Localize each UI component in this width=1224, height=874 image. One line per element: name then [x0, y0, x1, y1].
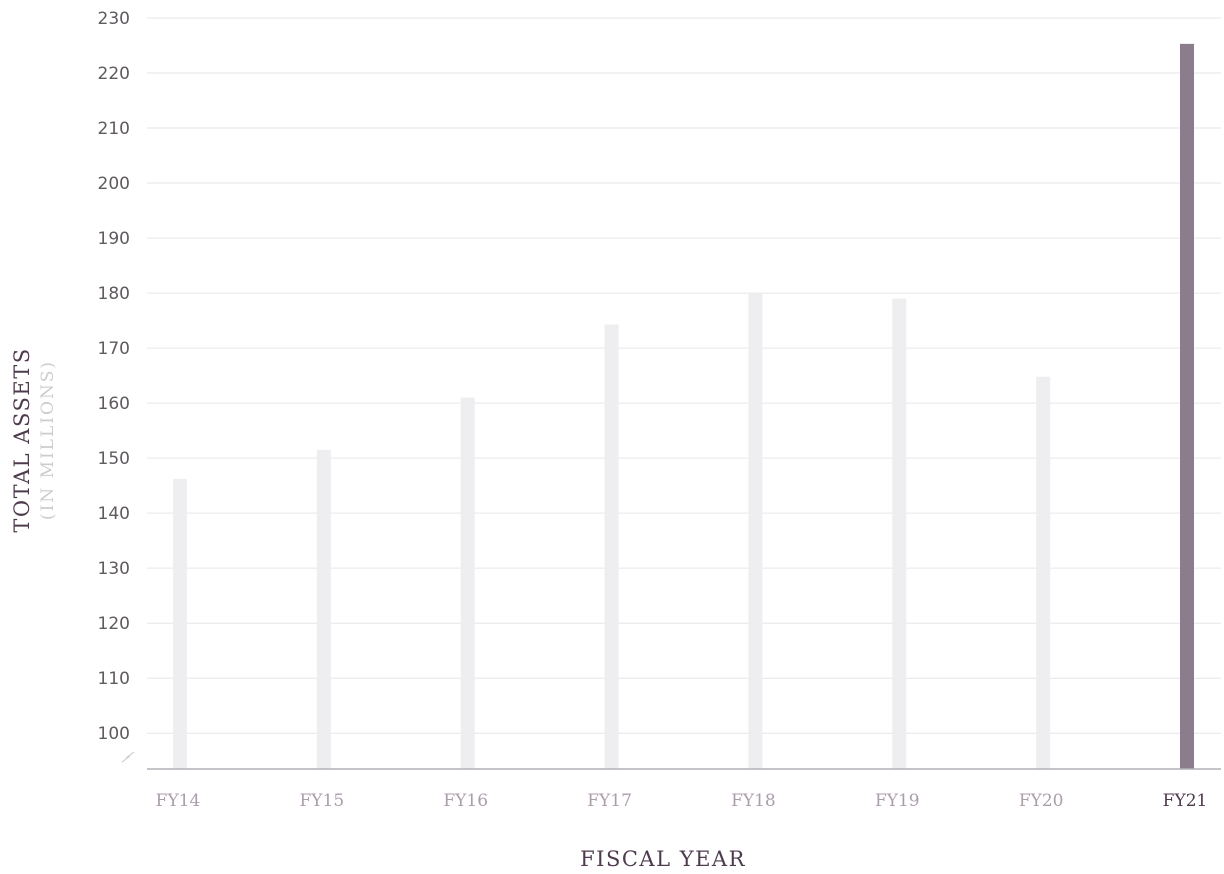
x-axis-title: FISCAL YEAR	[580, 847, 746, 870]
bar-fy19	[892, 298, 907, 769]
y-tick-label: 180	[98, 284, 130, 304]
y-axis-subtitle: (IN MILLIONS)	[38, 360, 58, 520]
bars	[173, 43, 1194, 770]
y-axis-title-group: TOTAL ASSETS	[10, 347, 34, 532]
y-tick-label: 160	[98, 394, 130, 414]
axis-break-mark	[125, 751, 135, 759]
x-axis-ticks: FY14 FY15 FY16 FY17 FY18 FY19 FY20 FY21	[156, 791, 1208, 811]
y-tick-label: 220	[98, 64, 130, 84]
x-tick-label: FY18	[731, 791, 776, 811]
y-tick-label: 110	[98, 669, 130, 689]
bar-fy21	[1180, 43, 1194, 770]
y-axis-ticks: 100 110 120 130 140 150 160 170 180 190 200 210 220 2…	[98, 9, 130, 744]
x-tick-label: FY15	[300, 791, 345, 811]
bar-fy20	[1036, 376, 1051, 769]
x-tick-label: FY14	[156, 791, 201, 811]
y-tick-label: 150	[98, 449, 130, 469]
x-tick-label: FY20	[1019, 791, 1064, 811]
y-tick-label: 190	[98, 229, 130, 249]
y-axis-title: TOTAL ASSETS	[10, 347, 34, 532]
y-tick-label: 140	[98, 504, 130, 524]
bar-fy14	[173, 479, 187, 769]
y-tick-label: 120	[98, 614, 130, 634]
axis-break-mark	[121, 755, 131, 763]
bar-fy17	[604, 324, 619, 769]
y-tick-label: 130	[98, 559, 130, 579]
bar-fy18	[748, 293, 763, 769]
bar-fy15	[316, 449, 331, 769]
axis-break-icon	[121, 751, 135, 763]
x-tick-label: FY17	[587, 791, 632, 811]
bar-fy16	[460, 397, 475, 769]
y-axis-subtitle-group: (IN MILLIONS)	[38, 360, 58, 520]
x-tick-label: FY21	[1163, 791, 1208, 811]
gridlines	[147, 17, 1221, 734]
y-tick-label: 200	[98, 174, 130, 194]
y-tick-label: 210	[98, 119, 130, 139]
x-tick-label: FY19	[875, 791, 920, 811]
y-tick-label: 230	[98, 9, 130, 29]
x-tick-label: FY16	[443, 791, 488, 811]
y-tick-label: 100	[98, 724, 130, 744]
y-tick-label: 170	[98, 339, 130, 359]
